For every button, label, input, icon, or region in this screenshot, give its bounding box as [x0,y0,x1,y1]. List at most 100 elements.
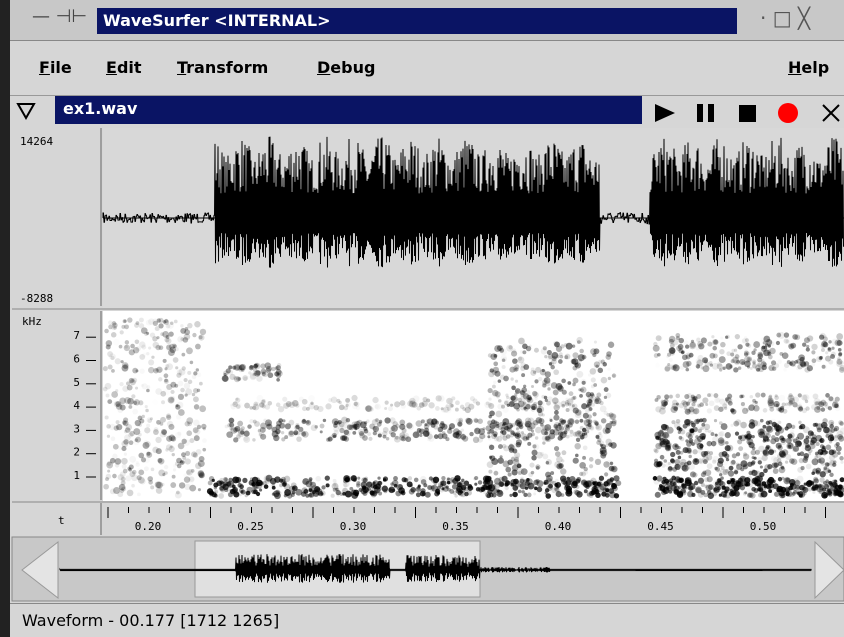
spectro-dot [587,414,592,419]
spectro-dot [772,479,776,483]
close-button[interactable] [823,105,839,121]
spectro-dot [686,366,691,371]
spectro-dot [695,426,702,433]
spectro-dot [705,429,709,433]
spectro-dot [669,478,673,482]
spectro-dot [807,486,812,491]
spectro-dot [493,361,498,366]
spectro-dot [423,483,427,487]
spectro-dot [384,417,390,423]
spectro-dot [189,476,195,482]
spectro-dot [115,358,121,364]
pause-button[interactable] [697,104,714,122]
spectro-dot [504,480,509,485]
spectro-dot [249,480,255,486]
spectro-dot [595,365,598,368]
spectro-dot [306,407,310,411]
spectro-dot [826,444,832,450]
spectro-dot [826,463,829,466]
spectro-dot [230,404,236,410]
spectro-dot [511,395,518,402]
spectro-dot [674,459,680,465]
spectro-dot [822,418,827,423]
spectro-dot [599,401,603,405]
spectro-dot [295,428,299,432]
spectro-dot [805,406,809,410]
play-button[interactable] [655,104,675,122]
spectro-dot [424,423,427,426]
spectro-dot [744,434,748,438]
spectro-dot [374,404,378,408]
spectro-dot [255,375,262,382]
spectro-dot [111,369,115,373]
spectro-dot [486,494,491,499]
spectro-dot [812,486,816,490]
spectro-dot [190,361,194,365]
spectro-dot [509,367,515,373]
spectro-dot [778,462,782,466]
spectro-dot [711,432,715,436]
spectro-dot [523,364,529,370]
spectro-dot [586,399,592,405]
spectro-dot [768,396,772,400]
spectro-dot [819,477,824,482]
spectro-dot [189,438,194,443]
spectro-dot [378,492,382,496]
spectro-dot [562,478,565,481]
spectro-dot [581,379,587,385]
spectro-dot [572,352,578,358]
spectro-dot [510,479,517,486]
stop-button[interactable] [739,105,756,122]
spectro-dot [134,438,138,442]
spectro-dot [516,408,520,412]
spectro-dot [262,485,266,489]
spectro-dot [766,484,771,489]
spectro-dot [591,377,596,382]
spectro-dot [760,457,766,463]
spectro-dot [797,364,802,369]
spectro-dot [393,476,398,481]
spectro-dot [697,341,703,347]
spectro-dot [533,486,539,492]
spectro-dot [160,417,166,423]
spectro-dot [183,473,187,477]
record-button[interactable] [778,103,798,123]
spectro-dot [661,458,664,461]
spectro-dot [595,459,601,465]
spectro-dot [512,358,518,364]
spectro-dot [561,459,564,462]
spectro-dot [833,357,838,362]
spectro-dot [408,476,412,480]
spectro-dot [344,430,351,437]
spectro-dot [139,354,145,360]
spectro-dot [135,387,138,390]
spectro-dot [150,332,155,337]
time-tick-label: 0.40 [545,520,572,533]
spectro-dot [416,420,423,427]
spectro-dot [522,350,526,354]
spectro-dot [186,430,192,436]
spectro-dot [126,424,132,430]
spectro-dot [791,459,797,465]
spectro-dot [655,436,659,440]
spectro-dot [549,479,554,484]
spectro-dot [420,488,425,493]
spectro-dot [666,448,670,452]
spectro-dot [120,488,125,493]
spectro-dot [777,445,782,450]
spectro-dot [128,405,132,409]
spectro-dot [808,436,811,439]
spectro-dot [805,443,810,448]
spectro-dot [568,418,575,425]
spectro-dot [281,437,285,441]
spectro-dot [490,353,497,360]
spectro-dot [284,492,288,496]
spectro-dot [730,424,733,427]
collapse-toggle[interactable] [18,104,34,118]
spectro-dot [260,363,266,369]
spectro-dot [552,397,559,404]
spectro-dot [226,481,231,486]
spectro-dot [401,403,406,408]
spectro-dot [147,476,153,482]
spectro-dot [685,439,688,442]
